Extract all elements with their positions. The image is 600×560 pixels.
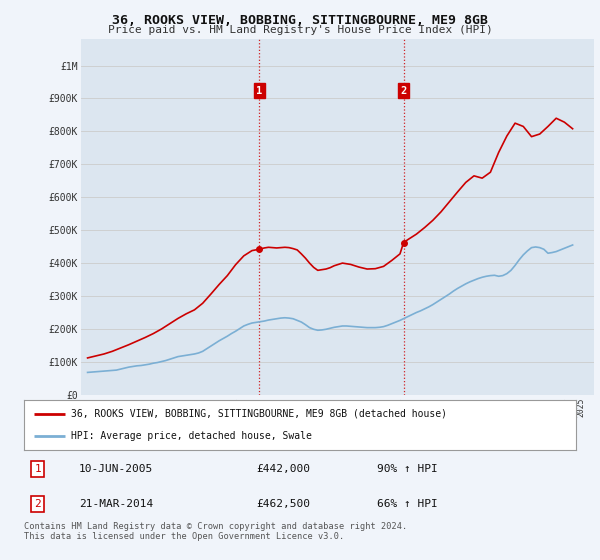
- Text: 36, ROOKS VIEW, BOBBING, SITTINGBOURNE, ME9 8GB (detached house): 36, ROOKS VIEW, BOBBING, SITTINGBOURNE, …: [71, 409, 447, 419]
- Text: £462,500: £462,500: [256, 499, 310, 509]
- Text: 90% ↑ HPI: 90% ↑ HPI: [377, 464, 438, 474]
- Text: Price paid vs. HM Land Registry's House Price Index (HPI): Price paid vs. HM Land Registry's House …: [107, 25, 493, 35]
- Text: 1: 1: [34, 464, 41, 474]
- Text: 10-JUN-2005: 10-JUN-2005: [79, 464, 154, 474]
- Text: 2: 2: [34, 499, 41, 509]
- Text: 66% ↑ HPI: 66% ↑ HPI: [377, 499, 438, 509]
- Text: 21-MAR-2014: 21-MAR-2014: [79, 499, 154, 509]
- Text: HPI: Average price, detached house, Swale: HPI: Average price, detached house, Swal…: [71, 431, 312, 441]
- Text: Contains HM Land Registry data © Crown copyright and database right 2024.
This d: Contains HM Land Registry data © Crown c…: [24, 522, 407, 542]
- Text: 1: 1: [256, 86, 262, 96]
- Text: 36, ROOKS VIEW, BOBBING, SITTINGBOURNE, ME9 8GB: 36, ROOKS VIEW, BOBBING, SITTINGBOURNE, …: [112, 14, 488, 27]
- Text: 2: 2: [400, 86, 407, 96]
- Text: £442,000: £442,000: [256, 464, 310, 474]
